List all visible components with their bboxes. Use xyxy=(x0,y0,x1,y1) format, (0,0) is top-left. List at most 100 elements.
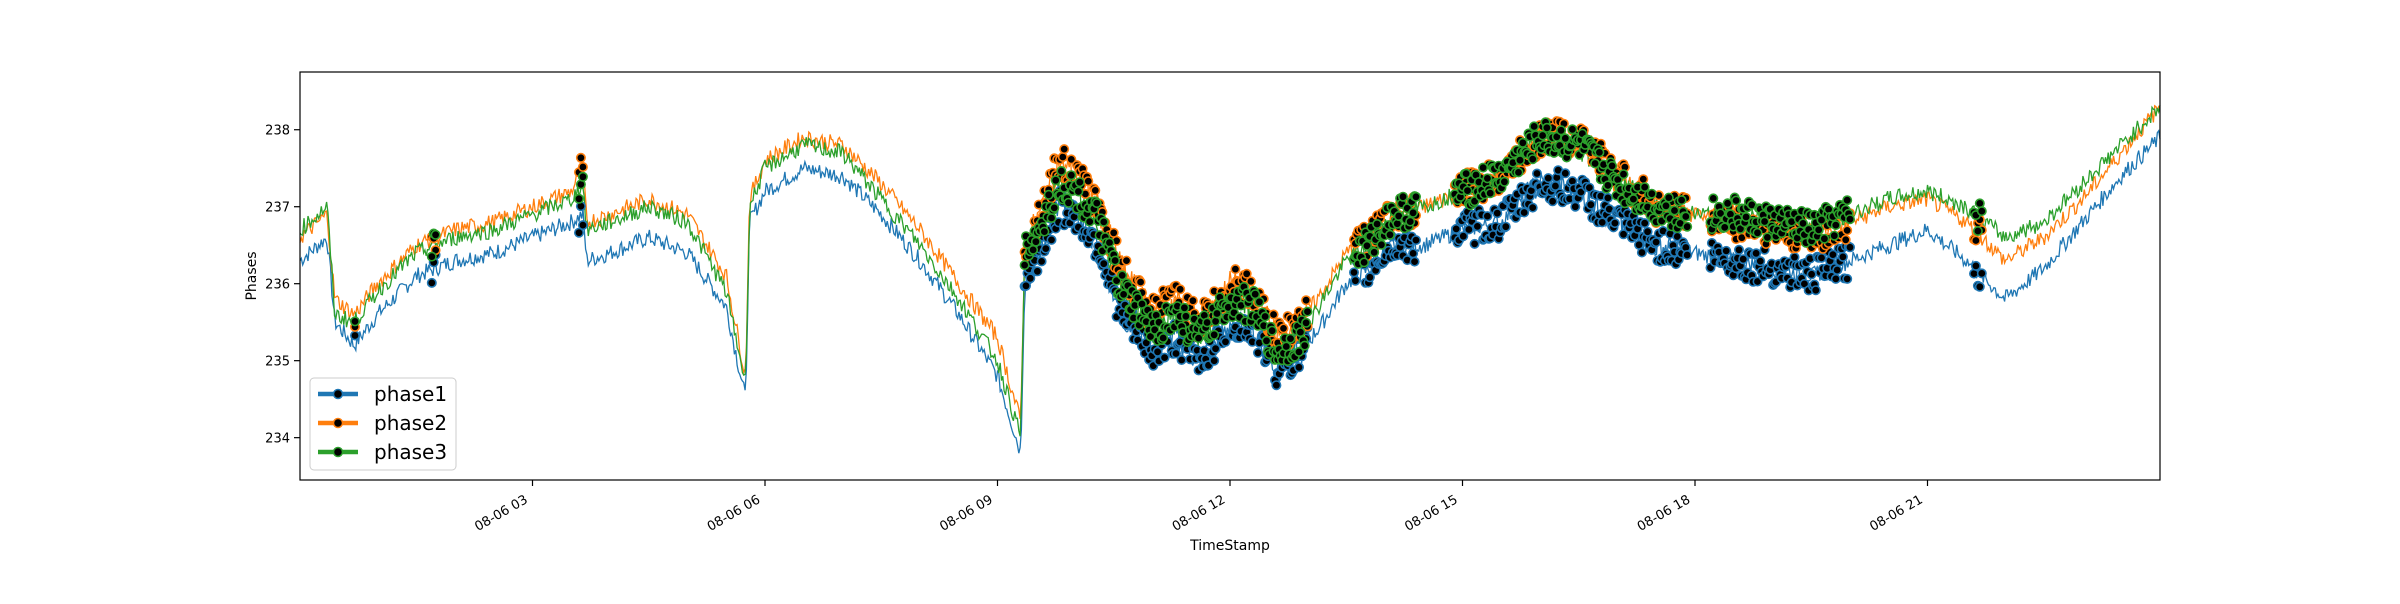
marker-phase1 xyxy=(1532,168,1543,179)
marker-phase3 xyxy=(1043,189,1054,200)
marker-phase2 xyxy=(575,152,586,163)
marker-phase3 xyxy=(1074,177,1085,188)
legend-label-phase3: phase3 xyxy=(374,440,447,464)
marker-phase3 xyxy=(1117,270,1128,281)
marker-phase1 xyxy=(1463,224,1474,235)
series-line-phase2 xyxy=(299,104,2161,419)
marker-phase3 xyxy=(430,229,441,240)
marker-phase3 xyxy=(1056,166,1067,177)
marker-phase3 xyxy=(1039,226,1050,237)
marker-phase3 xyxy=(1829,230,1840,241)
marker-phase3 xyxy=(1567,124,1578,135)
y-axis-label: Phases xyxy=(244,251,260,300)
x-tick-label: 08-06 15 xyxy=(1402,492,1460,534)
marker-phase3 xyxy=(1049,202,1060,213)
marker-phase3 xyxy=(1556,125,1567,136)
marker-phase1 xyxy=(1976,268,1987,279)
marker-phase3 xyxy=(1762,232,1773,243)
marker-phase3 xyxy=(1372,219,1383,230)
marker-phase1 xyxy=(1492,208,1503,219)
marker-phase1 xyxy=(577,220,588,231)
marker-phase3 xyxy=(1385,229,1396,240)
marker-phase1 xyxy=(1411,235,1422,246)
marker-phase3 xyxy=(1261,335,1272,346)
marker-phase2 xyxy=(1057,152,1068,163)
marker-phase2 xyxy=(1245,276,1256,287)
x-tick-label: 08-06 18 xyxy=(1635,492,1693,534)
marker-phase3 xyxy=(1030,236,1041,247)
marker-phase3 xyxy=(577,171,588,182)
marker-phase2 xyxy=(1083,176,1094,187)
marker-phase1 xyxy=(1408,248,1419,259)
marker-phase3 xyxy=(1669,205,1680,216)
marker-phase3 xyxy=(1607,160,1618,171)
marker-phase3 xyxy=(1301,317,1312,328)
marker-phase1 xyxy=(1970,260,1981,271)
marker-phase1 xyxy=(1458,231,1469,242)
y-tick-label: 238 xyxy=(265,124,290,139)
legend-marker-phase2 xyxy=(332,417,344,429)
marker-phase1 xyxy=(1827,249,1838,260)
marker-phase3 xyxy=(1285,333,1296,344)
marker-phase1 xyxy=(1220,336,1231,347)
marker-phase3 xyxy=(1594,147,1605,158)
marker-phase1 xyxy=(1651,237,1662,248)
marker-phase1 xyxy=(1210,343,1221,354)
marker-phase2 xyxy=(577,162,588,173)
y-tick-label: 234 xyxy=(265,432,290,447)
marker-phase3 xyxy=(1499,176,1510,187)
marker-phase3 xyxy=(1798,218,1809,229)
marker-phase1 xyxy=(1409,256,1420,267)
marker-phase1 xyxy=(1810,285,1821,296)
legend-marker-phase3 xyxy=(332,446,344,458)
marker-phase3 xyxy=(1398,191,1409,202)
marker-phase3 xyxy=(1084,216,1095,227)
legend-marker-phase1 xyxy=(332,388,344,400)
marker-phase3 xyxy=(1731,195,1742,206)
marker-phase3 xyxy=(1722,198,1733,209)
marker-phase3 xyxy=(1819,233,1830,244)
marker-phase1 xyxy=(1734,244,1745,255)
marker-phase1 xyxy=(1025,273,1036,284)
x-tick-label: 08-06 09 xyxy=(937,492,995,534)
marker-phase1 xyxy=(1682,250,1693,261)
marker-phase3 xyxy=(1639,182,1650,193)
marker-phase2 xyxy=(1135,276,1146,287)
marker-phase3 xyxy=(1267,325,1278,336)
marker-phase3 xyxy=(1682,221,1693,232)
x-tick-label: 08-06 21 xyxy=(1867,492,1925,534)
marker-phase2 xyxy=(1187,295,1198,306)
marker-phase1 xyxy=(1046,234,1057,245)
marker-phase1 xyxy=(1974,281,1985,292)
marker-phase3 xyxy=(1210,316,1221,327)
marker-phase3 xyxy=(1019,260,1030,271)
marker-phase3 xyxy=(1250,289,1261,300)
marker-phase1 xyxy=(1636,247,1647,258)
marker-phase2 xyxy=(1842,225,1853,236)
y-tick-label: 237 xyxy=(265,201,290,216)
marker-phase3 xyxy=(1972,226,1983,237)
marker-phase3 xyxy=(1517,137,1528,148)
marker-phase3 xyxy=(1461,168,1472,179)
marker-phase1 xyxy=(426,277,437,288)
marker-phase3 xyxy=(1813,224,1824,235)
marker-phase3 xyxy=(1073,186,1084,197)
marker-phase3 xyxy=(1209,329,1220,340)
marker-phase1 xyxy=(1159,352,1170,363)
marker-phase3 xyxy=(1260,311,1271,322)
marker-phase3 xyxy=(1302,306,1313,317)
marker-phase2 xyxy=(1241,268,1252,279)
marker-phase3 xyxy=(573,193,584,204)
marker-phase3 xyxy=(1104,237,1115,248)
marker-phase1 xyxy=(1832,264,1843,275)
marker-phase1 xyxy=(1364,272,1375,283)
marker-phase1 xyxy=(1837,251,1848,262)
marker-phase3 xyxy=(1708,193,1719,204)
marker-phase3 xyxy=(1212,308,1223,319)
marker-phase1 xyxy=(1570,201,1581,212)
marker-phase3 xyxy=(1405,216,1416,227)
marker-phase1 xyxy=(1751,248,1762,259)
marker-phase1 xyxy=(1209,355,1220,366)
marker-phase3 xyxy=(1362,240,1373,251)
